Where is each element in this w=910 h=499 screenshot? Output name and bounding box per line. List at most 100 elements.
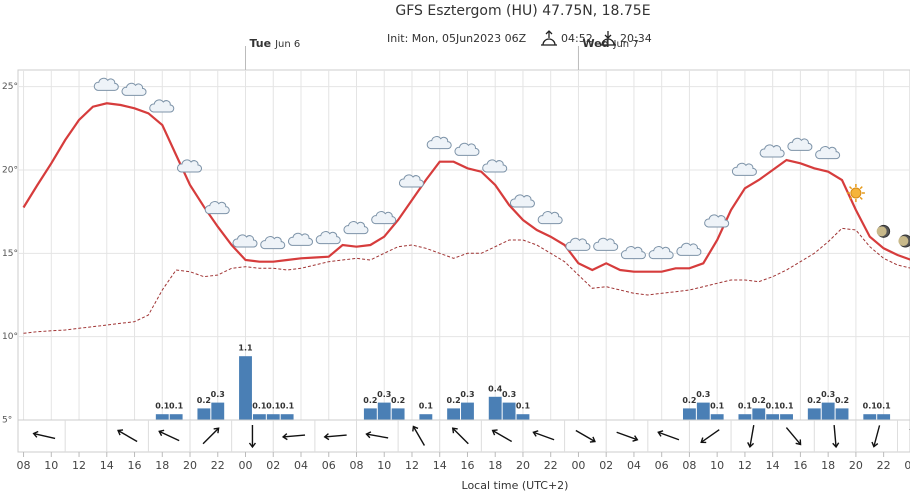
y-tick-label: 25° <box>2 82 18 92</box>
wind-arrow <box>747 425 755 448</box>
weather-icon <box>93 77 119 91</box>
x-tick-label: 08 <box>17 459 31 472</box>
x-tick-label: 14 <box>433 459 447 472</box>
precip-bar <box>266 414 280 420</box>
precip-label: 0.1 <box>710 402 725 411</box>
weather-icon <box>177 159 203 173</box>
precip-label: 0.1 <box>738 402 753 411</box>
day-date: Jun 6 <box>274 39 300 50</box>
wind-arrow <box>451 427 469 445</box>
sunrise-time: 04:52 <box>561 32 593 45</box>
precip-label: 0.1 <box>266 402 281 411</box>
cloud-shape <box>593 237 619 251</box>
wind-arrow-head <box>365 431 372 439</box>
y-tick-label: 15° <box>2 249 18 259</box>
weather-icon <box>343 221 369 235</box>
wind-arrow <box>248 425 257 449</box>
wind-arrow-shaft <box>117 429 138 443</box>
precip-label: 0.2 <box>197 396 211 405</box>
precip-label: 0.2 <box>752 396 766 405</box>
wind-arrow-head <box>589 436 596 443</box>
weather-icon <box>398 174 424 188</box>
cloud-shape <box>509 194 535 208</box>
cloud-shape <box>676 242 702 256</box>
x-tick-label: 08 <box>682 459 696 472</box>
wind-arrow <box>32 430 56 440</box>
cloud-shape <box>371 211 397 225</box>
precip-bar <box>877 414 891 420</box>
x-tick-label: 14 <box>766 459 780 472</box>
precip-bar <box>169 414 183 420</box>
weather-icon <box>565 237 591 251</box>
wind-arrow-head <box>795 439 802 446</box>
sun-ray <box>859 196 863 200</box>
cloud-shape <box>704 214 730 228</box>
day-weekday: Wed <box>582 37 609 50</box>
x-tick-label: 16 <box>793 459 807 472</box>
wind-arrow <box>491 429 513 443</box>
y-tick-label: 5° <box>2 416 12 426</box>
precip-label: 0.1 <box>419 402 434 411</box>
weather-icon <box>204 201 230 215</box>
grid <box>18 70 910 421</box>
precip-label: 0.3 <box>460 390 474 399</box>
precip-bar <box>211 402 225 420</box>
precip-label: 0.2 <box>807 396 821 405</box>
weather-icon <box>676 242 702 256</box>
x-tick-label: 16 <box>128 459 142 472</box>
cloud-shape <box>537 211 563 225</box>
precip-label: 0.3 <box>696 390 710 399</box>
precip-bar <box>391 408 405 420</box>
weather-icon <box>121 82 147 96</box>
x-tick-label: 10 <box>377 459 391 472</box>
precip-label: 0.2 <box>391 396 405 405</box>
cloud-shape <box>815 146 841 160</box>
weather-icon <box>315 231 341 245</box>
x-tick-label: 02 <box>599 459 613 472</box>
weather-icon <box>648 246 674 260</box>
x-tick-label: 22 <box>877 459 891 472</box>
day-label: Wed Jun 7 <box>582 37 638 50</box>
x-tick-label: 12 <box>72 459 86 472</box>
cloud-shape <box>149 99 175 113</box>
precip-bar <box>710 414 724 420</box>
x-tick-label: 06 <box>322 459 336 472</box>
wind-arrow <box>158 429 180 442</box>
precip-bar <box>447 408 461 420</box>
wind-arrow-shaft <box>658 431 680 441</box>
wind-arrow <box>117 429 138 443</box>
wind-arrow-shaft <box>202 427 220 445</box>
cloud-shape <box>232 234 258 248</box>
wind-arrow-head <box>700 437 707 444</box>
weather-icon <box>620 246 646 260</box>
precip-bar <box>863 414 877 420</box>
cloud-shape <box>343 221 369 235</box>
sunset-time: 20:34 <box>620 32 652 45</box>
wind-arrow-head <box>832 442 840 449</box>
x-tick-label: 22 <box>211 459 225 472</box>
wind-arrow <box>657 430 680 441</box>
precip-label: 0.3 <box>821 390 835 399</box>
x-axis-title: Local time (UTC+2) <box>462 479 569 492</box>
cloud-shape <box>398 174 424 188</box>
wind-arrow-head <box>213 427 220 434</box>
precip-label: 1.1 <box>238 344 253 353</box>
x-tick-label: 14 <box>100 459 114 472</box>
wind-arrow-shaft <box>33 432 56 440</box>
wind-arrow-head <box>32 430 39 438</box>
moon-light <box>898 236 909 246</box>
wind-arrow-head <box>491 429 498 436</box>
wind-arrow-head <box>117 429 124 436</box>
wind-arrow-shaft <box>324 434 347 438</box>
precip-label: 0.1 <box>863 402 878 411</box>
precip-label: 0.1 <box>155 402 170 411</box>
wind-arrow <box>871 425 881 448</box>
wind-arrow-head <box>532 430 539 437</box>
precip-label: 0.1 <box>252 402 267 411</box>
precip-label: 0.1 <box>766 402 781 411</box>
precip-label: 0.3 <box>377 390 391 399</box>
cloud-shape <box>177 159 203 173</box>
cloud-shape <box>731 162 757 176</box>
precip-label: 0.1 <box>779 402 794 411</box>
